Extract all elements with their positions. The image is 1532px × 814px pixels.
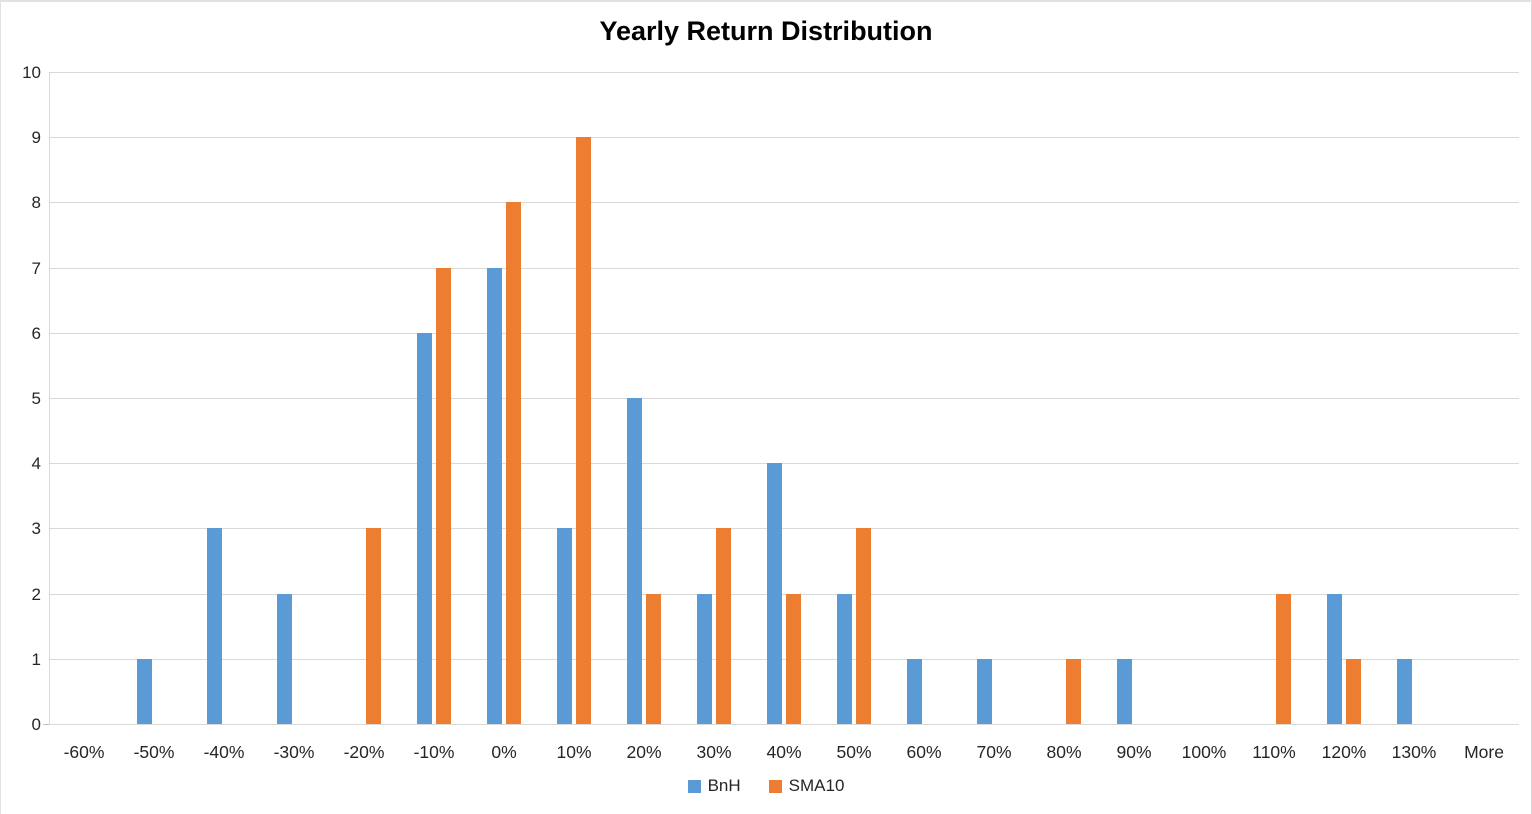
bar-bnh-120% xyxy=(1327,593,1342,724)
x-tick-label-60%: 60% xyxy=(906,742,942,762)
y-tick-label-8: 8 xyxy=(31,193,41,213)
x-tick-label-0%: 0% xyxy=(491,742,517,762)
y-tick-label-0: 0 xyxy=(31,715,41,734)
x-tick-label--10%: -10% xyxy=(413,742,455,762)
bar-bnh-70% xyxy=(977,658,992,724)
bar-bnh-20% xyxy=(627,398,642,724)
x-tick-label-20%: 20% xyxy=(626,742,662,762)
bar-bnh-40% xyxy=(767,463,782,724)
legend-label-bnh: BnH xyxy=(707,776,741,795)
bar-bnh--10% xyxy=(417,332,432,724)
x-tick-label-50%: 50% xyxy=(836,742,872,762)
x-tick-label-90%: 90% xyxy=(1116,742,1152,762)
bar-sma10--20% xyxy=(366,528,381,724)
legend-swatch-sma10 xyxy=(768,779,782,793)
legend-label-sma10: SMA10 xyxy=(788,776,845,795)
bar-sma10-40% xyxy=(786,593,801,724)
y-tick-label-10: 10 xyxy=(22,63,41,82)
bar-sma10-0% xyxy=(506,202,521,724)
bar-sma10-110% xyxy=(1276,593,1291,724)
y-tick-label-4: 4 xyxy=(31,454,41,474)
x-tick-label--20%: -20% xyxy=(343,742,385,762)
legend-swatch-bnh xyxy=(687,779,701,793)
gridline-y-7 xyxy=(49,267,1519,269)
bar-bnh--40% xyxy=(207,528,222,724)
gridline-y-3 xyxy=(49,528,1519,530)
x-tick-label--60%: -60% xyxy=(63,742,105,762)
x-tick-label--40%: -40% xyxy=(203,742,245,762)
gridline-y-4 xyxy=(49,463,1519,465)
y-tick-label-1: 1 xyxy=(31,649,41,669)
bar-bnh--30% xyxy=(277,593,292,724)
x-tick-label-70%: 70% xyxy=(976,742,1012,762)
x-tick-label-110%: 110% xyxy=(1252,742,1296,762)
y-tick-label-6: 6 xyxy=(31,323,41,343)
plot-area xyxy=(43,72,1519,725)
x-tick-label-30%: 30% xyxy=(696,742,732,762)
legend-item-bnh: BnH xyxy=(687,776,741,796)
bar-bnh-50% xyxy=(837,593,852,724)
x-tick-label--30%: -30% xyxy=(273,742,315,762)
x-tick-label--50%: -50% xyxy=(133,742,175,762)
gridline-y-0 xyxy=(49,724,1519,725)
gridline-y-8 xyxy=(49,202,1519,204)
legend: BnH SMA10 xyxy=(1,776,1531,796)
bar-bnh-10% xyxy=(557,528,572,724)
y-tick-label-7: 7 xyxy=(31,258,41,278)
bar-sma10-10% xyxy=(576,137,591,724)
bar-bnh-30% xyxy=(697,593,712,724)
y-tick-label-5: 5 xyxy=(31,389,41,408)
x-tick-label-40%: 40% xyxy=(766,742,802,762)
chart-title: Yearly Return Distribution xyxy=(599,16,933,46)
gridline-y-1 xyxy=(49,658,1519,660)
bar-sma10-30% xyxy=(716,528,731,724)
bar-sma10-50% xyxy=(856,528,871,724)
gridline-y-6 xyxy=(49,332,1519,334)
bar-sma10-120% xyxy=(1346,658,1361,724)
x-tick-label-100%: 100% xyxy=(1181,742,1227,762)
bar-sma10-20% xyxy=(646,593,661,724)
x-tick-label-10%: 10% xyxy=(556,742,592,762)
bar-bnh-0% xyxy=(487,267,502,724)
y-tick-label-2: 2 xyxy=(31,584,41,604)
gridline-y-9 xyxy=(49,137,1519,139)
bar-bnh-90% xyxy=(1117,658,1132,724)
gridline-y-5 xyxy=(49,398,1519,399)
gridline-y-10 xyxy=(49,72,1519,73)
bar-bnh--50% xyxy=(137,658,152,724)
bar-bnh-60% xyxy=(907,658,922,724)
x-tick-label-More: More xyxy=(1464,742,1504,762)
x-tick-label-80%: 80% xyxy=(1046,742,1082,762)
y-tick-label-9: 9 xyxy=(31,128,41,148)
gridline-y-2 xyxy=(49,593,1519,595)
bar-sma10-80% xyxy=(1066,658,1081,724)
x-tick-label-120%: 120% xyxy=(1321,742,1367,762)
bar-sma10--10% xyxy=(436,267,451,724)
x-tick-label-130%: 130% xyxy=(1391,742,1437,762)
bar-bnh-130% xyxy=(1397,658,1412,724)
legend-item-sma10: SMA10 xyxy=(768,776,845,796)
y-tick-label-3: 3 xyxy=(31,519,41,539)
